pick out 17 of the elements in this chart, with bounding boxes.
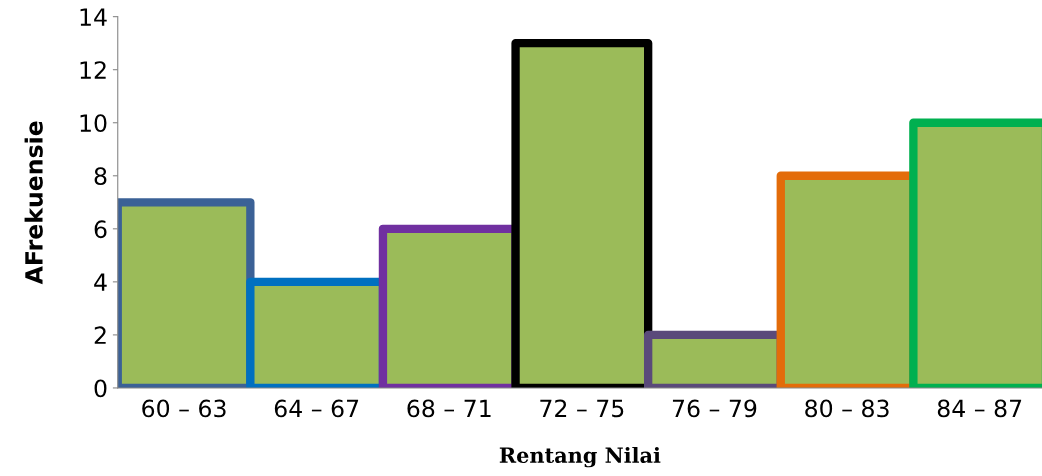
y-tick-label: 8 bbox=[94, 167, 107, 186]
x-tick-label: 80 – 83 bbox=[805, 399, 889, 418]
x-tick-label: 76 – 79 bbox=[672, 399, 757, 418]
y-tick-label: 14 bbox=[80, 8, 107, 26]
y-tick-label: 6 bbox=[94, 220, 107, 239]
y-tick-label: 12 bbox=[80, 61, 106, 79]
x-tick-label: 60 – 63 bbox=[142, 399, 226, 418]
y-tick-label: 10 bbox=[80, 114, 107, 133]
x-tick-label: 64 – 67 bbox=[274, 399, 359, 418]
y-tick-label: 2 bbox=[94, 326, 106, 344]
y-axis-title: AFrekuensie bbox=[24, 121, 43, 285]
x-tick-label: 68 – 71 bbox=[407, 399, 491, 418]
x-tick-label: 72 – 75 bbox=[540, 399, 624, 418]
x-tick-label: 84 – 87 bbox=[937, 399, 1022, 418]
x-axis-title: Rentang Nilai bbox=[499, 446, 661, 468]
y-tick-label: 0 bbox=[94, 379, 107, 398]
y-tick-label: 4 bbox=[94, 273, 107, 291]
